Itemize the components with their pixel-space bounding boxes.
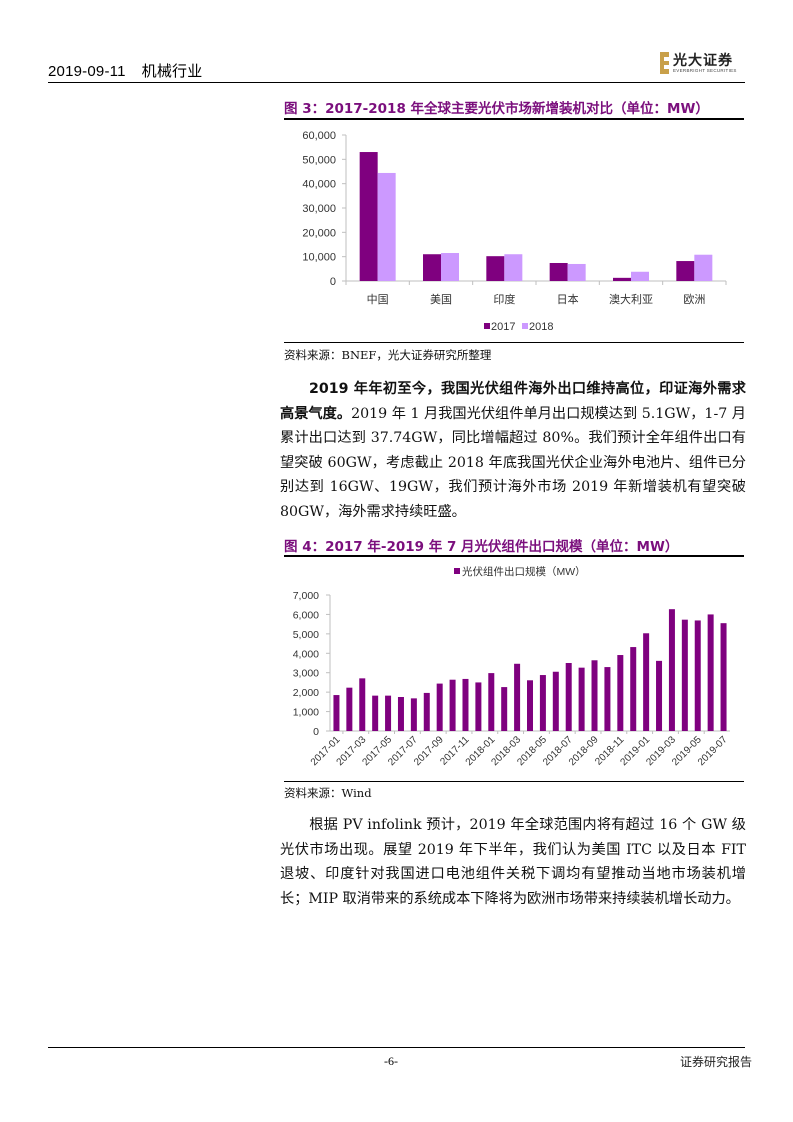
y-tick-label: 3,000	[293, 668, 319, 680]
logo-cn-text: 光大证券	[673, 53, 733, 69]
bar-2017-05	[385, 695, 392, 731]
bar-2017-06	[397, 697, 404, 731]
bar-2019-07	[720, 623, 727, 731]
bar-2018-07	[565, 663, 572, 731]
paragraph-lead: 2019 年年初至今，我国光伏组件海外出口维持高位，印证海外需求高景气度。	[280, 381, 746, 422]
bar-2019-02	[656, 660, 663, 731]
page-number: -6-	[384, 1054, 398, 1068]
paragraph-body: 2019 年 1 月我国光伏组件单月出口规模达到 5.1GW，1-7 月累计出口…	[280, 405, 746, 520]
y-tick-label: 1,000	[293, 707, 319, 719]
bar-2017	[359, 152, 378, 281]
x-category-label: 印度	[493, 292, 515, 306]
y-tick-label: 7,000	[293, 590, 319, 602]
figure3-title-rule	[284, 118, 744, 120]
x-tick-label: 2019-07	[696, 734, 730, 768]
bar-2018-05	[539, 675, 546, 731]
bar-2019-05	[694, 620, 701, 731]
paragraph-export-analysis: 2019 年年初至今，我国光伏组件海外出口维持高位，印证海外需求高景气度。201…	[280, 377, 746, 524]
bar-2018	[441, 253, 459, 281]
footer-divider	[48, 1047, 745, 1048]
bar-2017-02	[346, 687, 353, 731]
y-tick-label: 60,000	[302, 130, 336, 142]
legend-swatch-icon	[484, 323, 490, 329]
figure4-chart: 光伏组件出口规模（MW） 0 1,000 2,000 3,000 4,000 5,000 6,…	[293, 565, 730, 768]
bar-2018-10	[604, 667, 611, 731]
y-tick-label: 30,000	[302, 203, 336, 215]
bar-2017	[423, 254, 441, 281]
legend-label: 2017	[491, 321, 515, 333]
bar-2018-09	[591, 660, 598, 731]
bar-2017	[676, 261, 695, 281]
legend-swatch-icon	[522, 323, 528, 329]
bar-2019-04	[681, 619, 688, 731]
company-logo: 光大证券 EVERBRIGHT SECURITIES	[660, 50, 750, 78]
x-category-label: 中国	[367, 293, 389, 306]
header-divider	[48, 82, 745, 83]
bar-2018	[377, 172, 396, 281]
paragraph2-body: 根据 PV infolink 预计，2019 年全球范围内将有超过 16 个 G…	[280, 817, 746, 907]
y-tick-label: 6,000	[293, 609, 319, 621]
legend-label: 光伏组件出口规模（MW）	[462, 565, 586, 578]
figure4-title: 图 4：2017 年-2019 年 7 月光伏组件出口规模（单位：MW）	[284, 539, 679, 555]
bar-2017-12	[475, 682, 482, 731]
figure3-title: 图 3：2017-2018 年全球主要光伏市场新增装机对比（单位：MW）	[284, 101, 709, 117]
bar-2017-03	[359, 678, 366, 731]
bar-2019-01	[643, 633, 650, 731]
bar-2018-06	[552, 671, 559, 731]
bar-2018-08	[578, 667, 585, 731]
bar-2017	[613, 277, 631, 281]
y-tick-label: 2,000	[293, 687, 319, 699]
bar-2017	[486, 256, 505, 281]
y-tick-label: 20,000	[302, 227, 336, 239]
x-category-label: 欧洲	[683, 293, 705, 306]
figure3-bottom-rule	[284, 342, 744, 343]
y-tick-label: 5,000	[293, 629, 319, 641]
y-tick-label: 40,000	[302, 179, 336, 191]
bar-2018	[631, 271, 649, 281]
bar-2018-03	[514, 663, 521, 731]
figure4-bottom-rule	[284, 781, 744, 782]
legend-label: 2018	[529, 321, 553, 333]
report-date: 2019-09-11	[48, 63, 126, 80]
bar-2018	[504, 254, 523, 281]
industry-label: 机械行业	[141, 63, 203, 80]
figure4-source: 资料来源：Wind	[284, 786, 372, 800]
bar-2017-11	[462, 678, 469, 731]
bar-2017-09	[436, 683, 443, 731]
y-tick-label: 0	[330, 276, 336, 288]
bar-2017-08	[423, 692, 430, 731]
figure3-source: 资料来源：BNEF，光大证券研究所整理	[284, 348, 492, 362]
bar-2017	[549, 262, 568, 281]
x-category-label: 澳大利亚	[609, 292, 653, 306]
bar-2018-01	[488, 673, 495, 731]
x-category-label: 日本	[557, 292, 579, 306]
logo-en-text: EVERBRIGHT SECURITIES	[673, 68, 737, 73]
legend-swatch-icon	[454, 568, 460, 574]
logo-mark-icon	[660, 52, 669, 74]
figure3-chart: 0 10,000 20,000 30,000 40,000 50,000 60,000 中国 美…	[302, 130, 727, 333]
y-tick-label: 0	[313, 726, 319, 738]
bar-2017-01	[333, 695, 340, 731]
bar-2018	[567, 263, 586, 281]
bar-2018	[694, 254, 713, 281]
footer-label: 证券研究报告	[680, 1055, 753, 1069]
bar-2017-07	[410, 698, 417, 731]
bar-2017-10	[449, 679, 456, 731]
y-tick-label: 50,000	[302, 154, 336, 166]
bar-2019-03	[668, 609, 675, 731]
bar-2018-04	[527, 680, 533, 731]
header-left: 2019-09-11 机械行业	[48, 60, 218, 81]
figure4-title-rule	[284, 555, 744, 557]
x-category-label: 美国	[430, 293, 452, 306]
bar-2018-12	[630, 647, 637, 731]
bar-2018-11	[617, 655, 624, 731]
bar-2019-06	[707, 614, 714, 731]
bar-2017-04	[372, 695, 379, 731]
paragraph-market-outlook: 根据 PV infolink 预计，2019 年全球范围内将有超过 16 个 G…	[280, 813, 746, 911]
y-tick-label: 4,000	[293, 648, 319, 660]
bar-2018-02	[501, 687, 508, 731]
y-tick-label: 10,000	[302, 252, 336, 264]
